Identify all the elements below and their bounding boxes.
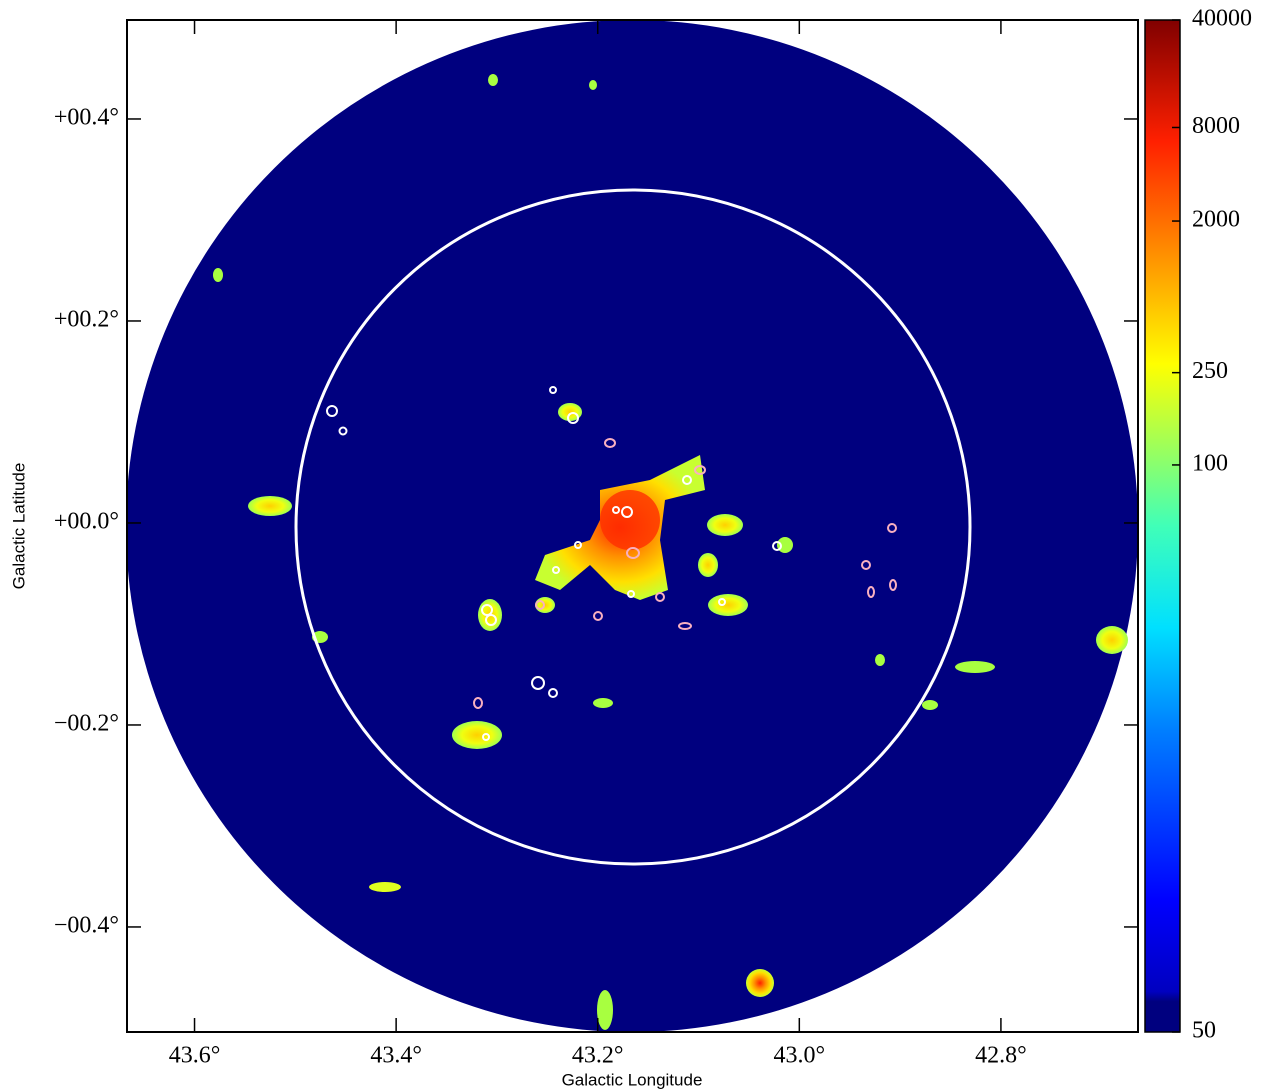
sky-image [126, 20, 1138, 1032]
y-tick-label: +00.2° [54, 306, 119, 332]
x-tick-label: 43.2° [572, 1043, 624, 1069]
y-tick-label: +00.0° [54, 508, 119, 534]
x-axis-label: Galactic Longitude [562, 1070, 703, 1089]
y-tick-label: +00.4° [54, 104, 119, 130]
y-axis-label: Galactic Latitude [9, 463, 28, 590]
colorbar [1145, 20, 1180, 1032]
x-tick-label: 43.0° [774, 1043, 826, 1069]
colorbar-tick-label: 100 [1192, 450, 1228, 476]
x-tick-label: 43.6° [169, 1043, 221, 1069]
x-tick-label: 42.8° [975, 1043, 1027, 1069]
colorbar-tick-label: 2000 [1192, 207, 1240, 233]
y-tick-label: −00.2° [54, 710, 119, 736]
y-tick-label: −00.4° [54, 912, 119, 938]
colorbar-tick-label: 40000 [1192, 6, 1252, 32]
colorbar-tick-label: 250 [1192, 358, 1228, 384]
chart: Galactic Longitude Galactic Latitude 43.… [0, 0, 1269, 1091]
colorbar-tick-label: 50 [1192, 1018, 1216, 1044]
colorbar-tick-label: 8000 [1192, 113, 1240, 139]
x-tick-label: 43.4° [370, 1043, 422, 1069]
